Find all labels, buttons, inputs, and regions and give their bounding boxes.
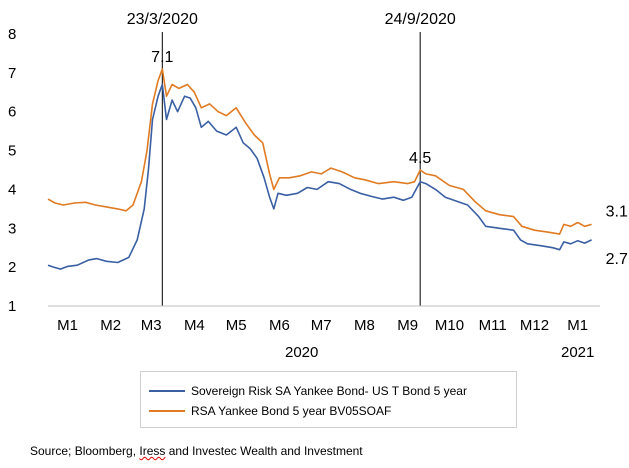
value-label: 3.1	[606, 203, 628, 220]
x-tick-label: M11	[479, 317, 507, 334]
series-line-yield	[47, 68, 592, 235]
x-tick-label: M1	[567, 317, 588, 334]
source-prefix: Source; Bloomberg,	[30, 444, 140, 458]
x-tick-label: M9	[397, 317, 418, 334]
legend-item-yield: RSA Yankee Bond 5 year BV05SOAF	[149, 402, 391, 420]
series-line-spread	[47, 83, 592, 270]
year-labels: 2020 2021	[285, 344, 594, 361]
legend-swatch-yield	[149, 410, 185, 412]
x-tick-label: M6	[269, 317, 290, 334]
legend-swatch-spread	[149, 390, 185, 392]
x-tick-label: M10	[435, 317, 464, 334]
legend: Sovereign Risk SA Yankee Bond- US T Bond…	[140, 371, 517, 428]
x-tick-label: M7	[311, 317, 332, 334]
source-suffix: and Investec Wealth and Investment	[165, 444, 363, 458]
x-tick-label: M3	[141, 317, 162, 334]
y-tick-label: 1	[8, 298, 16, 315]
event-lines	[161, 32, 421, 306]
annotations: 23/3/2020 24/9/2020 7.1 4.5 3.1 2.7	[127, 11, 628, 268]
source-highlight: Iress	[139, 444, 166, 458]
x-tick-label: M4	[184, 317, 205, 334]
chart: 1 2 3 4 5 6 7 8 M1 M2 M3 M4 M5 M6 M7 M8 M9 M10 M11 M12 M1 2…	[8, 11, 628, 361]
legend-label-yield: RSA Yankee Bond 5 year BV05SOAF	[191, 404, 392, 418]
y-tick-label: 8	[8, 26, 16, 43]
x-tick-label: M1	[57, 317, 78, 334]
x-axis-ticks: M1 M2 M3 M4 M5 M6 M7 M8 M9 M10 M11 M12 M1	[57, 317, 588, 334]
year-label: 2021	[561, 344, 594, 361]
legend-item-spread: Sovereign Risk SA Yankee Bond- US T Bond…	[149, 382, 467, 400]
y-tick-label: 5	[8, 143, 16, 160]
y-tick-label: 2	[8, 259, 16, 276]
series-lines	[47, 68, 592, 270]
event-date-label: 24/9/2020	[385, 11, 456, 28]
x-tick-label: M12	[520, 317, 549, 334]
value-label: 7.1	[151, 49, 173, 66]
x-tick-label: M8	[354, 317, 375, 334]
y-axis-ticks: 1 2 3 4 5 6 7 8	[8, 26, 16, 315]
y-tick-label: 3	[8, 220, 16, 237]
year-label: 2020	[285, 344, 318, 361]
x-tick-label: M2	[100, 317, 121, 334]
value-label: 2.7	[606, 251, 628, 268]
event-date-label: 23/3/2020	[127, 11, 198, 28]
y-tick-label: 6	[8, 104, 16, 121]
source-note: Source; Bloomberg, Iress and Investec We…	[30, 444, 363, 458]
legend-label-spread: Sovereign Risk SA Yankee Bond- US T Bond…	[191, 384, 467, 398]
x-tick-label: M5	[226, 317, 247, 334]
y-tick-label: 4	[8, 181, 16, 198]
y-tick-label: 7	[8, 65, 16, 82]
value-label: 4.5	[409, 150, 431, 167]
